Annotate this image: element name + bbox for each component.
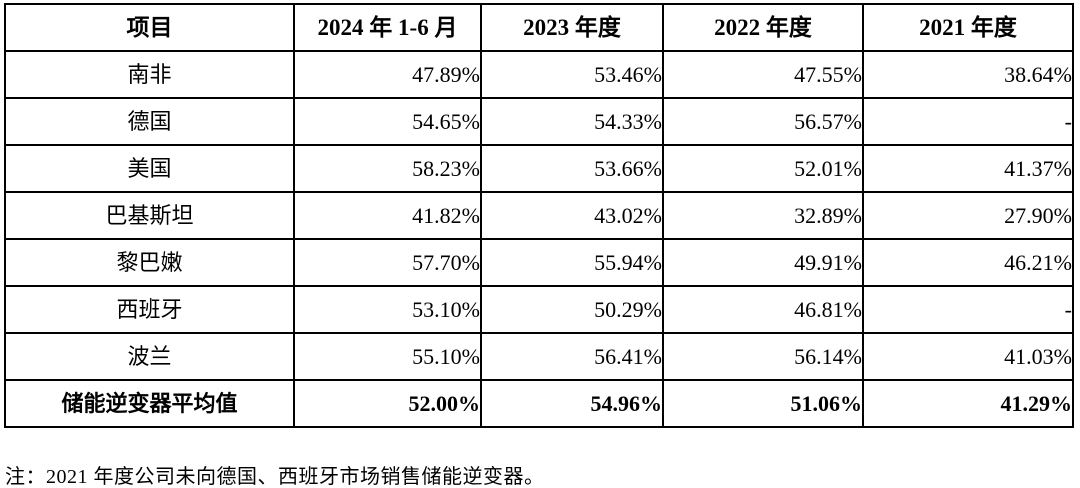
header-cell-2024-h1: 2024 年 1-6 月 <box>293 3 482 52</box>
table-row-pakistan: 巴基斯坦 41.82% 43.02% 32.89% 27.90% <box>4 191 1074 240</box>
table-row-poland: 波兰 55.10% 56.41% 56.14% 41.03% <box>4 332 1074 381</box>
value-cell: 52.00% <box>293 379 482 428</box>
table-row-south-africa: 南非 47.89% 53.46% 47.55% 38.64% <box>4 50 1074 99</box>
footnote: 注：2021 年度公司未向德国、西班牙市场销售储能逆变器。 <box>5 466 545 488</box>
table-row-germany: 德国 54.65% 54.33% 56.57% - <box>4 97 1074 146</box>
value-cell: 58.23% <box>293 144 482 193</box>
value-cell: 41.82% <box>293 191 482 240</box>
value-cell: 41.29% <box>862 379 1074 428</box>
value-cell: 49.91% <box>662 238 864 287</box>
value-cell: 54.65% <box>293 97 482 146</box>
value-cell: 51.06% <box>662 379 864 428</box>
value-cell: 53.46% <box>480 50 664 99</box>
value-cell: 54.96% <box>480 379 664 428</box>
row-label: 储能逆变器平均值 <box>4 379 295 428</box>
value-cell: 27.90% <box>862 191 1074 240</box>
value-cell: - <box>862 285 1074 334</box>
value-cell: 50.29% <box>480 285 664 334</box>
header-cell-2023: 2023 年度 <box>480 3 664 52</box>
value-cell: 47.55% <box>662 50 864 99</box>
table-row-spain: 西班牙 53.10% 50.29% 46.81% - <box>4 285 1074 334</box>
value-cell: 55.10% <box>293 332 482 381</box>
value-cell: 41.03% <box>862 332 1074 381</box>
table-row-usa: 美国 58.23% 53.66% 52.01% 41.37% <box>4 144 1074 193</box>
row-label: 德国 <box>4 97 295 146</box>
value-cell: 38.64% <box>862 50 1074 99</box>
row-label: 黎巴嫩 <box>4 238 295 287</box>
header-row: 项目 2024 年 1-6 月 2023 年度 2022 年度 2021 年度 <box>4 3 1074 52</box>
row-label: 南非 <box>4 50 295 99</box>
summary-row-average: 储能逆变器平均值 52.00% 54.96% 51.06% 41.29% <box>4 379 1074 428</box>
row-label: 巴基斯坦 <box>4 191 295 240</box>
row-label: 西班牙 <box>4 285 295 334</box>
table-row-lebanon: 黎巴嫩 57.70% 55.94% 49.91% 46.21% <box>4 238 1074 287</box>
value-cell: - <box>862 97 1074 146</box>
value-cell: 52.01% <box>662 144 864 193</box>
value-cell: 54.33% <box>480 97 664 146</box>
row-label: 波兰 <box>4 332 295 381</box>
value-cell: 55.94% <box>480 238 664 287</box>
value-cell: 47.89% <box>293 50 482 99</box>
value-cell: 43.02% <box>480 191 664 240</box>
value-cell: 56.41% <box>480 332 664 381</box>
value-cell: 46.81% <box>662 285 864 334</box>
value-cell: 41.37% <box>862 144 1074 193</box>
value-cell: 53.10% <box>293 285 482 334</box>
value-cell: 57.70% <box>293 238 482 287</box>
header-cell-2022: 2022 年度 <box>662 3 864 52</box>
gross-margin-table: 项目 2024 年 1-6 月 2023 年度 2022 年度 2021 年度 … <box>4 3 1074 428</box>
header-cell-item: 项目 <box>4 3 295 52</box>
value-cell: 56.14% <box>662 332 864 381</box>
row-label: 美国 <box>4 144 295 193</box>
value-cell: 53.66% <box>480 144 664 193</box>
value-cell: 56.57% <box>662 97 864 146</box>
header-cell-2021: 2021 年度 <box>862 3 1074 52</box>
value-cell: 32.89% <box>662 191 864 240</box>
value-cell: 46.21% <box>862 238 1074 287</box>
